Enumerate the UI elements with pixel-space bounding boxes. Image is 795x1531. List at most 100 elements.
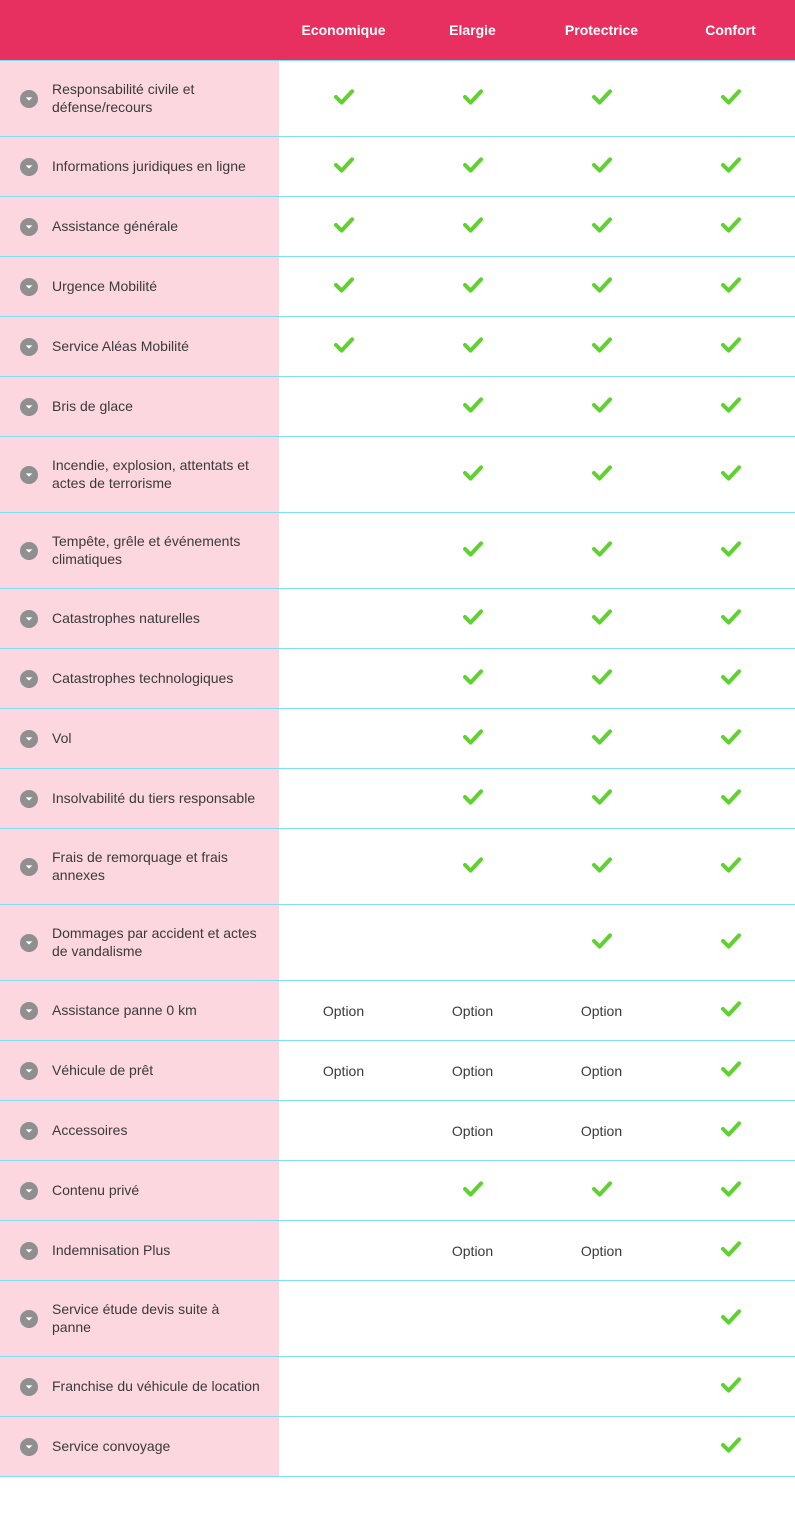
value-cell xyxy=(279,197,408,257)
check-icon xyxy=(721,933,741,949)
check-icon xyxy=(463,857,483,873)
check-icon xyxy=(721,1309,741,1325)
row-label: Accessoires xyxy=(52,1122,127,1140)
value-cell xyxy=(666,1417,795,1477)
expand-button[interactable] xyxy=(20,1062,38,1080)
check-icon xyxy=(592,337,612,353)
check-icon xyxy=(592,397,612,413)
expand-button[interactable] xyxy=(20,730,38,748)
value-cell xyxy=(666,377,795,437)
value-cell xyxy=(279,1357,408,1417)
check-icon xyxy=(592,933,612,949)
check-icon xyxy=(721,1377,741,1393)
expand-button[interactable] xyxy=(20,338,38,356)
row-label-cell: Véhicule de prêt xyxy=(0,1041,279,1101)
row-label: Franchise du véhicule de location xyxy=(52,1378,260,1396)
value-cell xyxy=(279,589,408,649)
value-cell xyxy=(279,513,408,589)
expand-button[interactable] xyxy=(20,1378,38,1396)
expand-button[interactable] xyxy=(20,1310,38,1328)
expand-button[interactable] xyxy=(20,278,38,296)
value-cell xyxy=(537,437,666,513)
value-cell xyxy=(666,1161,795,1221)
expand-button[interactable] xyxy=(20,1242,38,1260)
row-label: Urgence Mobilité xyxy=(52,278,157,296)
table-row: Urgence Mobilité xyxy=(0,257,795,317)
expand-button[interactable] xyxy=(20,1438,38,1456)
value-cell xyxy=(279,905,408,981)
value-cell xyxy=(279,829,408,905)
expand-button[interactable] xyxy=(20,1002,38,1020)
expand-button[interactable] xyxy=(20,1182,38,1200)
table-row: Insolvabilité du tiers responsable xyxy=(0,769,795,829)
check-icon xyxy=(721,465,741,481)
expand-button[interactable] xyxy=(20,542,38,560)
value-cell xyxy=(666,1101,795,1161)
row-label: Insolvabilité du tiers responsable xyxy=(52,790,255,808)
row-label: Service Aléas Mobilité xyxy=(52,338,189,356)
check-icon xyxy=(721,277,741,293)
value-cell xyxy=(408,197,537,257)
table-row: Véhicule de prêtOptionOptionOption xyxy=(0,1041,795,1101)
value-cell xyxy=(279,649,408,709)
value-cell xyxy=(408,709,537,769)
check-icon xyxy=(463,157,483,173)
check-icon xyxy=(721,157,741,173)
row-label-cell: Assistance générale xyxy=(0,197,279,257)
row-label-cell: Insolvabilité du tiers responsable xyxy=(0,769,279,829)
expand-button[interactable] xyxy=(20,466,38,484)
table-row: Informations juridiques en ligne xyxy=(0,137,795,197)
table-row: Contenu privé xyxy=(0,1161,795,1221)
row-label-cell: Tempête, grêle et événements climatiques xyxy=(0,513,279,589)
expand-button[interactable] xyxy=(20,934,38,952)
value-cell xyxy=(408,649,537,709)
value-cell xyxy=(666,257,795,317)
expand-button[interactable] xyxy=(20,158,38,176)
value-cell xyxy=(537,513,666,589)
value-cell xyxy=(537,1417,666,1477)
check-icon xyxy=(721,397,741,413)
check-icon xyxy=(721,337,741,353)
check-icon xyxy=(463,217,483,233)
value-text: Option xyxy=(581,1063,622,1079)
value-cell: Option xyxy=(279,1041,408,1101)
value-cell xyxy=(408,513,537,589)
value-cell xyxy=(279,1101,408,1161)
value-cell xyxy=(666,981,795,1041)
expand-button[interactable] xyxy=(20,670,38,688)
row-label: Frais de remorquage et frais annexes xyxy=(52,849,262,884)
value-text: Option xyxy=(581,1243,622,1259)
check-icon xyxy=(592,465,612,481)
row-label: Service convoyage xyxy=(52,1438,170,1456)
value-cell xyxy=(666,829,795,905)
value-cell xyxy=(537,377,666,437)
value-cell xyxy=(666,197,795,257)
value-cell: Option xyxy=(408,1041,537,1101)
table-row: Accessoires Option Option xyxy=(0,1101,795,1161)
value-cell xyxy=(666,1041,795,1101)
value-cell xyxy=(408,905,537,981)
expand-button[interactable] xyxy=(20,1122,38,1140)
expand-button[interactable] xyxy=(20,790,38,808)
row-label: Incendie, explosion, attentats et actes … xyxy=(52,457,262,492)
row-label: Responsabilité civile et défense/recours xyxy=(52,81,262,116)
value-cell xyxy=(537,905,666,981)
expand-button[interactable] xyxy=(20,398,38,416)
expand-button[interactable] xyxy=(20,90,38,108)
value-text: Option xyxy=(581,1123,622,1139)
expand-button[interactable] xyxy=(20,218,38,236)
value-cell xyxy=(408,1357,537,1417)
value-cell xyxy=(537,137,666,197)
value-text: Option xyxy=(452,1123,493,1139)
value-cell xyxy=(666,513,795,589)
value-cell xyxy=(408,317,537,377)
value-cell xyxy=(666,709,795,769)
value-cell xyxy=(537,197,666,257)
check-icon xyxy=(592,669,612,685)
check-icon xyxy=(721,609,741,625)
check-icon xyxy=(592,609,612,625)
row-label: Véhicule de prêt xyxy=(52,1062,153,1080)
expand-button[interactable] xyxy=(20,858,38,876)
value-cell xyxy=(537,61,666,137)
expand-button[interactable] xyxy=(20,610,38,628)
